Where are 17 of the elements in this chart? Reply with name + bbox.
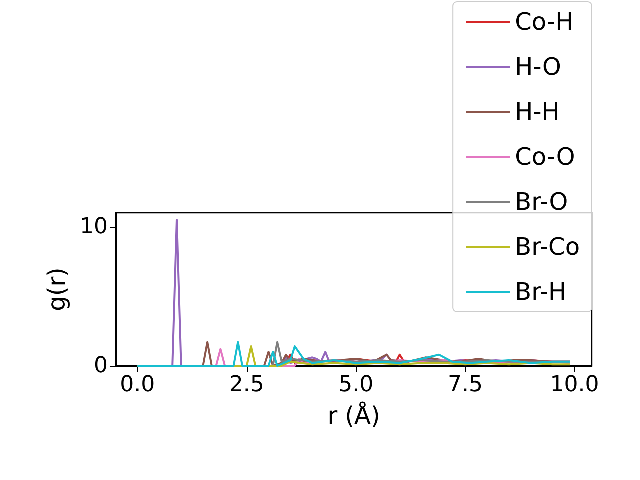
legend-label: Br-H [515, 278, 567, 306]
x-axis-title: r (Å) [328, 401, 380, 430]
line-series [136, 341, 572, 367]
legend-label: Br-Co [515, 233, 580, 261]
x-tick-label: 7.5 [448, 372, 483, 398]
x-tick-label: 0.0 [120, 372, 156, 398]
x-tick-label: 5.0 [338, 372, 374, 398]
x-tick-label: 2.5 [229, 372, 264, 398]
x-tick-label: 10.0 [550, 372, 600, 398]
legend-label: Co-H [515, 8, 574, 36]
legend-label: Co-O [515, 143, 576, 171]
y-tick-label: 0 [94, 354, 108, 378]
legend-label: Br-O [515, 188, 568, 216]
y-tick-label: 10 [80, 214, 108, 240]
y-axis-title: g(r) [43, 268, 72, 312]
legend-label: H-H [515, 98, 560, 126]
legend-label: H-O [515, 53, 562, 81]
